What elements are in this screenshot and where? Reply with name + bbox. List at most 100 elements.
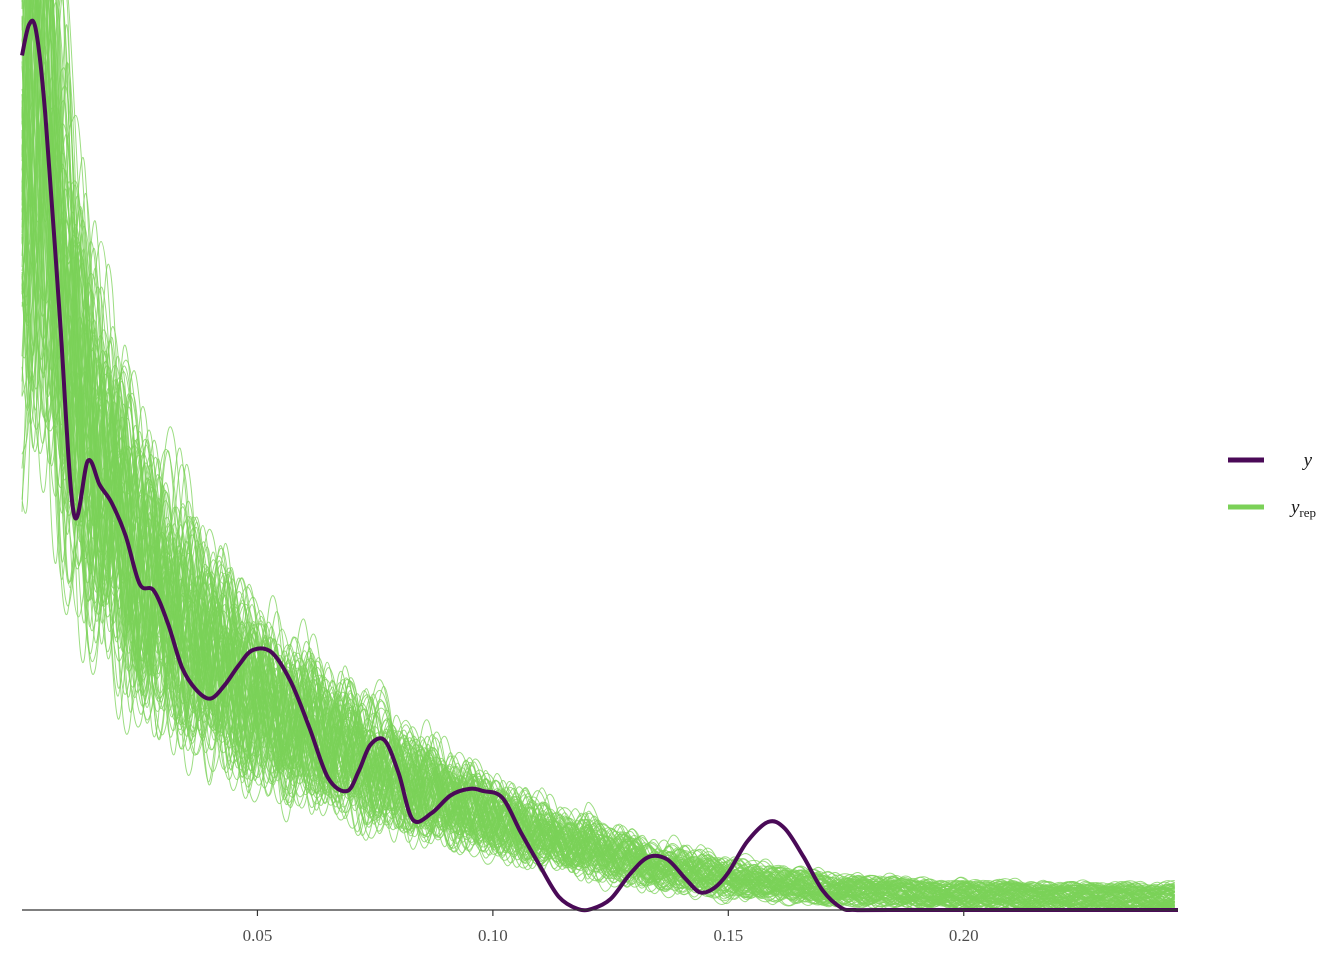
yrep-line — [21, 0, 1176, 911]
yrep-line — [21, 0, 1175, 911]
yrep-line — [21, 85, 1175, 910]
yrep-line — [37, 0, 1175, 910]
yrep-line — [21, 0, 1175, 911]
yrep-line — [21, 0, 1175, 910]
yrep-line — [21, 0, 1175, 910]
yrep-line — [21, 107, 1175, 911]
yrep-line — [21, 0, 1176, 908]
yrep-line — [21, 0, 1175, 911]
yrep-line — [21, 106, 1175, 908]
y-line — [20, 18, 1178, 913]
yrep-line — [35, 0, 1175, 911]
yrep-line — [21, 0, 1175, 911]
yrep-line — [23, 0, 1175, 909]
yrep-line — [23, 0, 1175, 909]
yrep-line — [21, 0, 1176, 911]
yrep-line — [35, 0, 1175, 909]
yrep-line — [21, 0, 1175, 911]
yrep-line — [21, 8, 1175, 911]
yrep-line — [21, 0, 1175, 907]
yrep-line — [29, 0, 1175, 910]
legend-label-yrep: yrep — [1289, 497, 1316, 520]
yrep-line — [31, 0, 1175, 911]
yrep-line — [21, 94, 1175, 911]
yrep-line — [21, 0, 1175, 909]
x-tick-label: 0.20 — [949, 926, 979, 945]
yrep-line — [33, 0, 1175, 911]
yrep-line — [37, 0, 1175, 908]
yrep-line — [21, 0, 1175, 911]
yrep-line — [38, 0, 1175, 910]
yrep-line — [21, 66, 1175, 911]
x-tick-label: 0.15 — [713, 926, 743, 945]
yrep-line — [21, 61, 1176, 911]
yrep-line — [21, 0, 1175, 911]
yrep-line — [21, 0, 1175, 907]
yrep-line — [21, 23, 1176, 910]
yrep-line — [21, 0, 1176, 911]
yrep-line — [21, 0, 1175, 911]
yrep-line — [28, 0, 1176, 910]
yrep-line — [21, 109, 1176, 906]
yrep-line — [21, 0, 1176, 911]
yrep-line — [21, 0, 1175, 908]
yrep-line — [21, 77, 1175, 910]
yrep-line — [21, 0, 1175, 911]
yrep-line — [21, 45, 1175, 909]
yrep-line — [21, 0, 1175, 910]
yrep-line — [21, 0, 1176, 909]
legend: y yrep — [1228, 450, 1316, 520]
yrep-line — [21, 109, 1175, 911]
yrep-line — [21, 66, 1176, 911]
yrep-line — [21, 0, 1175, 908]
y-line-layer — [20, 18, 1178, 913]
yrep-line — [21, 0, 1175, 911]
yrep-line — [42, 0, 1175, 909]
yrep-line — [21, 0, 1175, 909]
yrep-line — [37, 0, 1175, 911]
yrep-line — [21, 0, 1175, 911]
yrep-line — [35, 0, 1175, 908]
yrep-line — [21, 23, 1175, 911]
yrep-line — [21, 12, 1175, 909]
yrep-line — [21, 162, 1175, 911]
yrep-line — [21, 104, 1175, 911]
yrep-line — [21, 0, 1175, 906]
yrep-line — [21, 0, 1176, 911]
x-axis-ticks: 0.05 0.10 0.15 0.20 — [243, 910, 979, 945]
yrep-line — [21, 0, 1175, 910]
yrep-line — [21, 0, 1176, 909]
yrep-line — [21, 0, 1175, 908]
yrep-line — [30, 0, 1175, 911]
yrep-line — [21, 15, 1176, 911]
yrep-line — [38, 0, 1176, 909]
yrep-line — [21, 0, 1175, 910]
yrep-line — [21, 40, 1176, 910]
yrep-line — [21, 54, 1176, 911]
yrep-line — [21, 0, 1175, 911]
yrep-line — [21, 95, 1175, 911]
yrep-line — [21, 0, 1175, 910]
yrep-line — [21, 0, 1176, 911]
yrep-line — [21, 39, 1175, 910]
yrep-line — [22, 0, 1175, 907]
yrep-line — [21, 9, 1175, 910]
yrep-line — [27, 0, 1175, 908]
yrep-line — [26, 0, 1175, 911]
yrep-line — [41, 0, 1175, 909]
yrep-line — [21, 0, 1175, 911]
legend-label-y: y — [1302, 450, 1313, 471]
yrep-line — [21, 118, 1175, 911]
yrep-line — [21, 0, 1176, 911]
yrep-line — [21, 0, 1175, 911]
yrep-line — [21, 0, 1175, 909]
yrep-line — [21, 0, 1175, 911]
yrep-line — [21, 123, 1175, 908]
yrep-line — [21, 0, 1175, 909]
yrep-line — [21, 0, 1175, 908]
x-tick-label: 0.10 — [478, 926, 508, 945]
yrep-line — [21, 0, 1175, 909]
yrep-line — [35, 0, 1176, 911]
yrep-line — [25, 0, 1175, 911]
yrep-line — [21, 0, 1175, 907]
